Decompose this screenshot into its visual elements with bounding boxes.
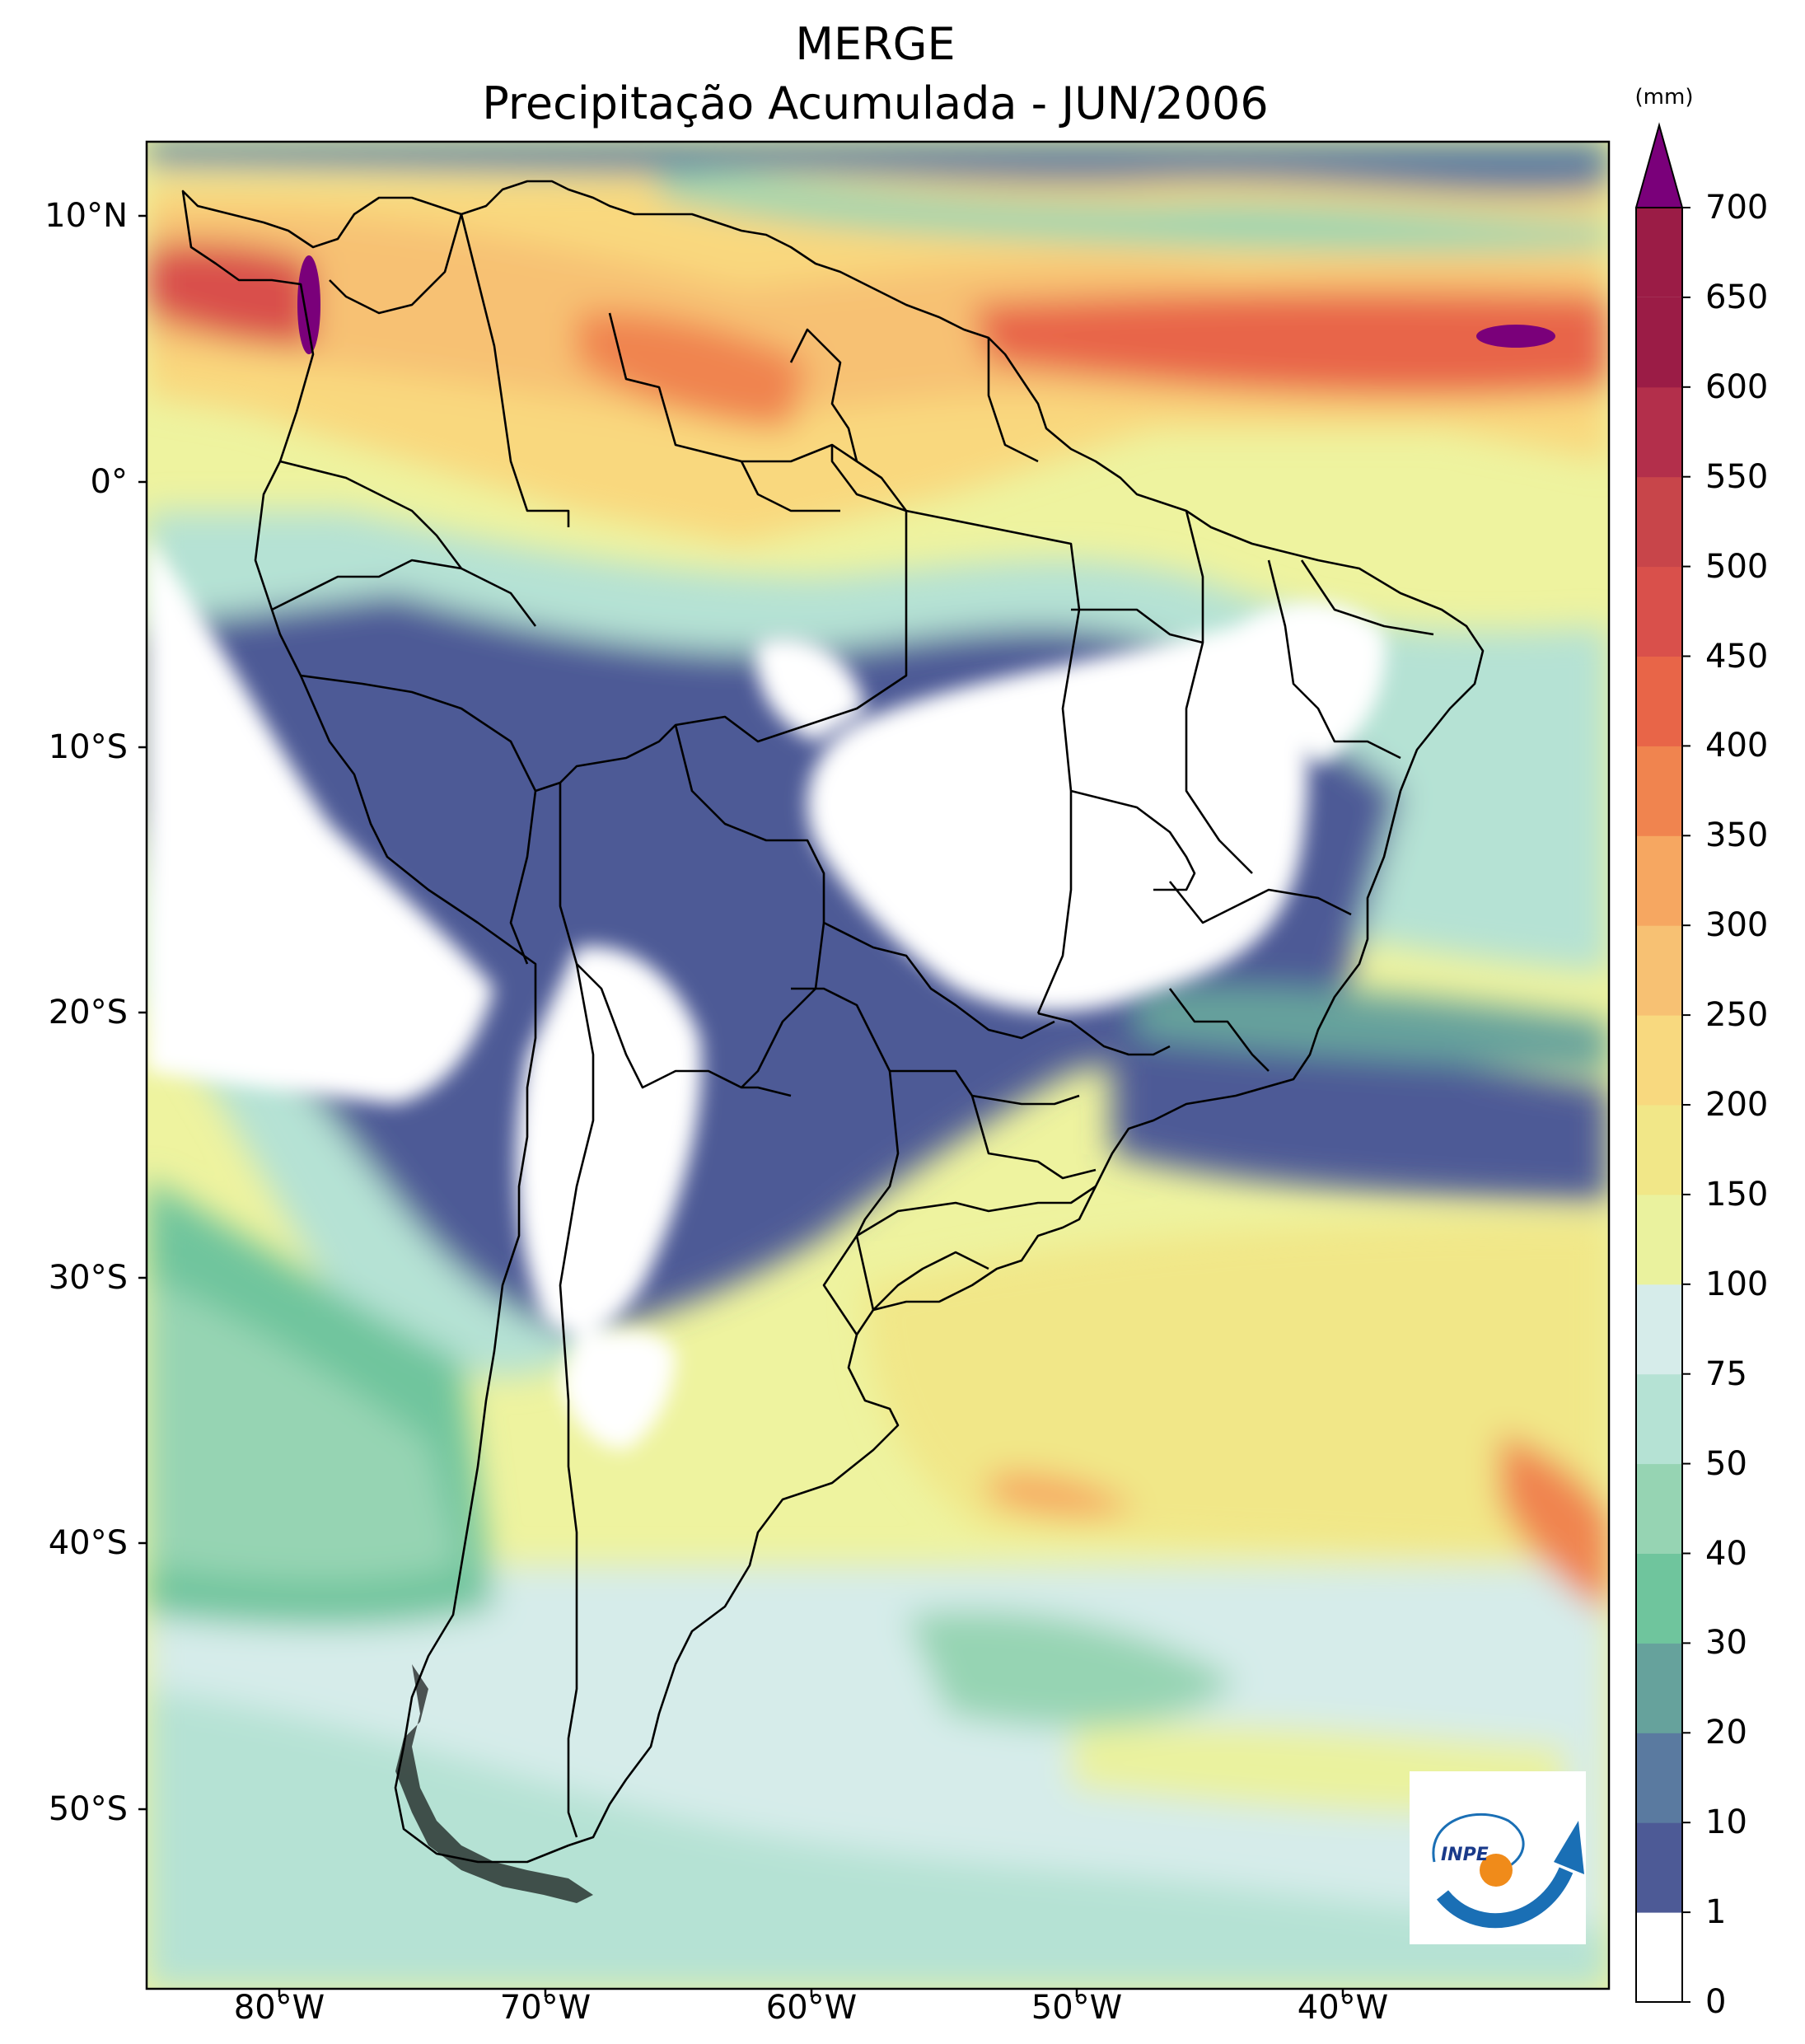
- colorbar-tick-label: 40: [1705, 1534, 1747, 1573]
- colorbar-bin: [1636, 297, 1682, 388]
- colorbar-bin: [1636, 1912, 1682, 2003]
- map-title: MERGE: [795, 18, 956, 70]
- colorbar-bin: [1636, 476, 1682, 568]
- colorbar-tick-label: 30: [1705, 1624, 1747, 1663]
- colorbar-bin: [1636, 386, 1682, 478]
- lon-label-80w: 80°W: [233, 1989, 325, 2027]
- colorbar-tick-label: 50: [1705, 1444, 1747, 1483]
- colorbar-bin: [1636, 1015, 1682, 1106]
- colorbar-tick-label: 75: [1705, 1354, 1747, 1393]
- colorbar-tick-label: 450: [1705, 637, 1769, 676]
- colorbar-tick-label: 400: [1705, 727, 1769, 765]
- colorbar-tick-label: 350: [1705, 816, 1769, 855]
- colorbar-tick-label: 20: [1705, 1714, 1747, 1752]
- colorbar-tick-label: 0: [1705, 1983, 1727, 2021]
- lat-label-10s: 10°S: [48, 728, 128, 766]
- colorbar-bin: [1636, 566, 1682, 657]
- lon-label-40w: 40°W: [1297, 1989, 1389, 2027]
- colorbar-bin: [1636, 835, 1682, 926]
- colorbar-tick-label: 550: [1705, 457, 1769, 496]
- colorbar-unit: (mm): [1634, 85, 1694, 110]
- inpe-logo-icon: INPE: [1432, 1812, 1584, 1929]
- colorbar-tick-label: 300: [1705, 906, 1769, 945]
- colorbar-bin: [1636, 925, 1682, 1016]
- lat-label-0: 0°: [90, 463, 128, 501]
- colorbar-tick-label: 100: [1705, 1265, 1769, 1303]
- inpe-logo-text: INPE: [1441, 1845, 1489, 1865]
- lat-label-50s: 50°S: [48, 1790, 128, 1828]
- map-subtitle: Precipitação Acumulada - JUN/2006: [482, 77, 1269, 129]
- colorbar: [1634, 122, 1690, 2003]
- lat-label-20s: 20°S: [48, 994, 128, 1031]
- colorbar-tick-label: 1: [1705, 1893, 1727, 1932]
- lat-label-40s: 40°S: [48, 1524, 128, 1562]
- colorbar-tick-label: 700: [1705, 189, 1769, 227]
- lon-label-60w: 60°W: [765, 1989, 858, 2027]
- colorbar-bin: [1636, 1733, 1682, 1823]
- lon-label-70w: 70°W: [499, 1989, 592, 2027]
- colorbar-tick-label: 500: [1705, 547, 1769, 586]
- colorbar-bin: [1636, 1373, 1682, 1465]
- colorbar-bin: [1636, 1105, 1682, 1195]
- colorbar-tick-label: 650: [1705, 278, 1769, 316]
- colorbar-bin: [1636, 208, 1682, 297]
- colorbar-bin: [1636, 1284, 1682, 1375]
- colorbar-tick-label: 150: [1705, 1175, 1769, 1214]
- lon-label-50w: 50°W: [1031, 1989, 1123, 2027]
- colorbar-bin: [1636, 1463, 1682, 1554]
- colorbar-tick-label: 250: [1705, 996, 1769, 1035]
- colorbar-bin: [1636, 1822, 1682, 1913]
- lat-label-10n: 10°N: [44, 197, 128, 235]
- colorbar-bin: [1636, 656, 1682, 746]
- inpe-logo: INPE: [1410, 1771, 1586, 1944]
- colorbar-tick-label: 10: [1705, 1803, 1747, 1842]
- colorbar-bin: [1636, 1553, 1682, 1644]
- colorbar-bin: [1636, 1643, 1682, 1733]
- colorbar-extend-arrow: [1634, 122, 1684, 208]
- colorbar-tick-label: 600: [1705, 367, 1769, 406]
- colorbar-bin: [1636, 1194, 1682, 1285]
- lat-label-30s: 30°S: [48, 1259, 128, 1297]
- colorbar-tick-label: 200: [1705, 1086, 1769, 1124]
- colorbar-bin: [1636, 746, 1682, 836]
